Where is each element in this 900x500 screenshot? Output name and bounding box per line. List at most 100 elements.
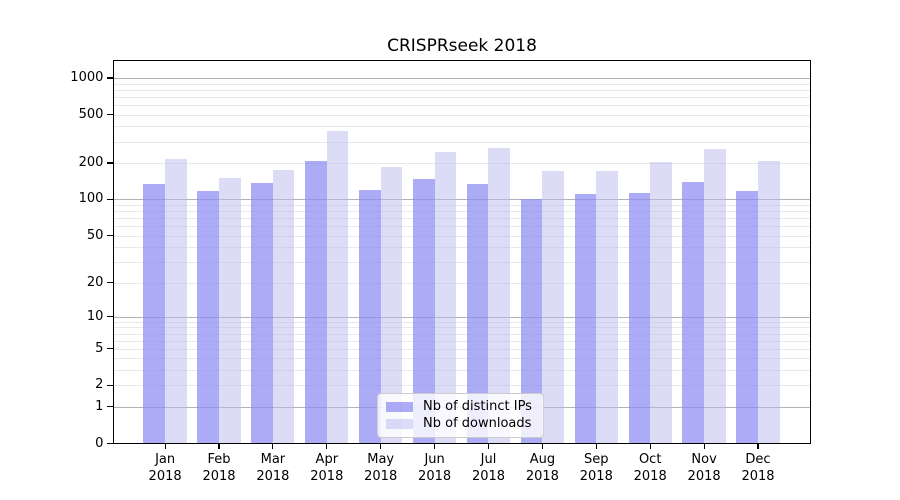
bar-downloads-aug — [542, 170, 564, 444]
x-tick-month: Apr — [315, 451, 339, 467]
y-tick-label: 1000 — [70, 70, 104, 85]
x-tick-year: 2018 — [148, 468, 182, 484]
bar-distinct-ips-jun — [412, 178, 435, 444]
y-tick-label: 20 — [86, 274, 104, 290]
y-tick — [107, 162, 114, 164]
y-tick-label: 0 — [95, 435, 104, 451]
legend-item-downloads: Nb of downloads — [386, 417, 543, 431]
x-tick — [434, 443, 436, 449]
gridline-major — [113, 199, 812, 201]
gridline-minor — [113, 89, 812, 91]
x-tick-month: Feb — [207, 451, 231, 467]
x-tick — [541, 443, 543, 449]
y-tick — [107, 442, 114, 445]
x-tick-month: Jul — [480, 451, 497, 467]
gridline-minor — [113, 204, 812, 206]
x-tick-label: Oct 2018 — [618, 451, 682, 485]
y-tick — [107, 316, 114, 318]
gridline-minor — [113, 96, 812, 98]
y-tick — [107, 234, 114, 237]
legend-label-distinct-ips: Nb of distinct IPs — [423, 399, 532, 414]
bar-distinct-ips-nov — [682, 181, 705, 444]
x-tick — [326, 443, 328, 449]
bar-distinct-ips-may — [359, 189, 381, 444]
bar-downloads-may — [380, 166, 403, 444]
x-tick — [703, 443, 705, 449]
gridline-minor — [113, 235, 812, 237]
x-tick — [595, 443, 597, 449]
y-tick — [107, 348, 114, 350]
gridline-major — [113, 316, 812, 318]
x-tick-month: Jun — [424, 451, 445, 467]
gridline-minor — [113, 321, 812, 323]
x-tick — [757, 443, 759, 449]
x-tick — [380, 443, 382, 449]
bar-distinct-ips-apr — [305, 161, 327, 444]
x-tick-year: 2018 — [256, 468, 290, 484]
y-tick — [107, 198, 114, 200]
x-tick-year: 2018 — [418, 468, 452, 484]
gridline-minor — [113, 211, 812, 212]
legend: Nb of distinct IPs Nb of downloads — [377, 393, 544, 438]
y-tick-label: 10 — [86, 308, 104, 324]
x-tick-month: Aug — [529, 451, 556, 467]
x-tick-month: Nov — [691, 451, 717, 467]
x-tick-year: 2018 — [310, 468, 344, 484]
x-tick-month: Sep — [584, 451, 609, 467]
x-tick-year: 2018 — [579, 468, 613, 484]
x-tick-month: Jan — [155, 451, 176, 467]
y-tick — [107, 384, 114, 386]
gridline-minor — [113, 83, 812, 85]
x-tick — [164, 443, 166, 449]
y-tick-label: 2 — [95, 377, 104, 393]
y-tick — [107, 281, 114, 284]
x-tick-label: Jul 2018 — [457, 451, 521, 485]
gridline-minor — [113, 282, 812, 284]
bar-downloads-mar — [272, 170, 295, 444]
x-tick-month: May — [367, 451, 395, 467]
bar-downloads-jan — [165, 158, 187, 444]
y-tick-label: 50 — [86, 227, 104, 243]
gridline-minor — [113, 348, 812, 350]
gridline-minor — [113, 261, 812, 263]
bar-downloads-oct — [650, 161, 672, 444]
y-tick — [107, 77, 114, 79]
gridline-minor — [113, 126, 812, 128]
x-tick-year: 2018 — [633, 468, 667, 484]
y-tick — [107, 114, 114, 116]
x-tick-label: Feb 2018 — [187, 451, 251, 485]
gridline-minor — [113, 333, 812, 335]
gridline-minor — [113, 385, 812, 387]
gridline-minor — [113, 105, 812, 106]
x-tick-label: Apr 2018 — [295, 451, 359, 485]
y-tick-label: 1 — [95, 398, 104, 414]
x-tick — [272, 443, 274, 449]
gridline-minor — [113, 226, 812, 227]
gridline-minor — [113, 370, 812, 372]
bar-downloads-sep — [596, 170, 618, 444]
bar-downloads-jul — [488, 148, 511, 444]
x-tick-label: Dec 2018 — [726, 451, 790, 485]
x-tick-label: Mar 2018 — [241, 451, 305, 485]
bar-distinct-ips-jul — [466, 184, 489, 444]
x-tick — [218, 443, 220, 449]
y-tick-label: 100 — [78, 191, 104, 207]
bar-distinct-ips-mar — [251, 182, 273, 444]
chart-title: CRISPRseek 2018 — [387, 36, 537, 56]
bar-downloads-apr — [326, 131, 349, 444]
gridline-minor — [113, 358, 812, 360]
bar-distinct-ips-jan — [143, 184, 166, 444]
x-tick-label: Jan 2018 — [133, 451, 197, 485]
bar-downloads-nov — [704, 148, 726, 444]
x-tick-month: Mar — [260, 451, 286, 467]
bar-distinct-ips-aug — [520, 198, 543, 444]
y-tick — [107, 406, 114, 408]
legend-swatch-distinct-ips — [386, 402, 413, 412]
x-tick-year: 2018 — [471, 468, 506, 484]
x-tick-month: Oct — [638, 451, 662, 467]
x-tick-label: May 2018 — [349, 451, 413, 485]
x-tick-month: Dec — [745, 451, 771, 467]
x-tick-year: 2018 — [687, 468, 721, 484]
x-tick — [487, 443, 490, 449]
